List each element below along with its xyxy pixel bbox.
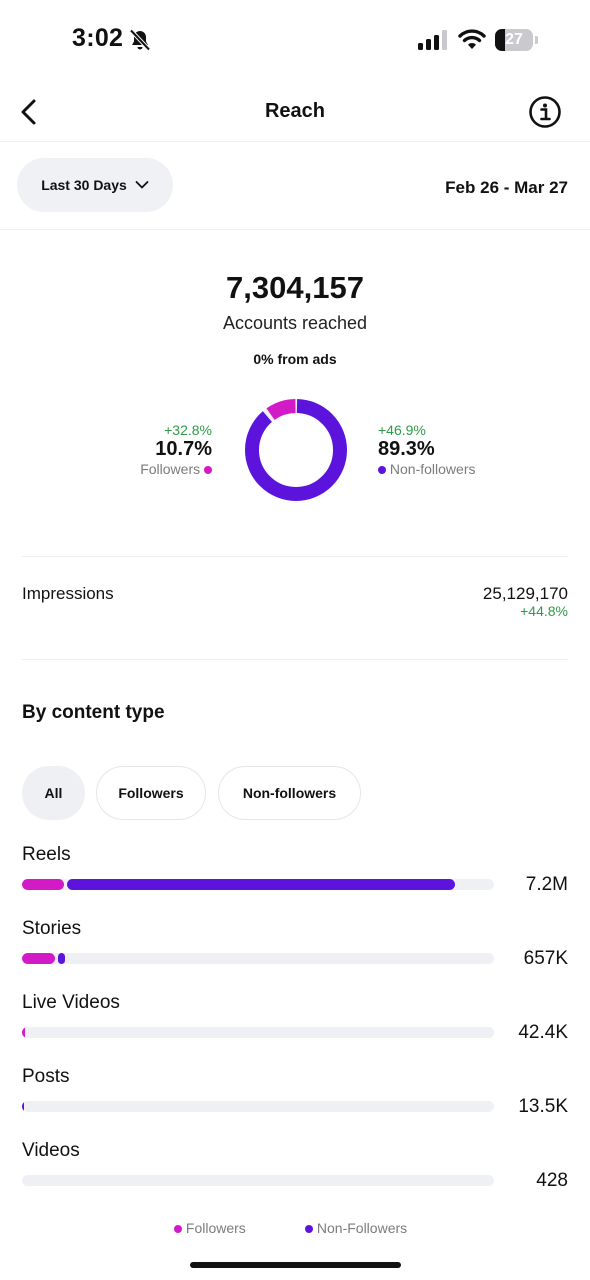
row-label-posts: Posts xyxy=(22,1066,70,1087)
wifi-icon xyxy=(458,29,486,49)
row-label-reels: Reels xyxy=(22,844,71,865)
battery-level: 27 xyxy=(505,31,523,48)
bar-posts xyxy=(22,1101,494,1112)
bar-videos xyxy=(22,1175,494,1186)
row-label-videos: Videos xyxy=(22,1140,80,1161)
tab-followers[interactable]: Followers xyxy=(96,766,206,820)
reach-donut-chart xyxy=(245,399,347,501)
donut-segment-non-followers xyxy=(245,399,347,501)
non-followers-label: Non-followers xyxy=(389,461,476,477)
bar-segment-non-followers xyxy=(22,1101,24,1112)
accounts-reached-value: 7,304,157 xyxy=(226,270,364,305)
row-value-reels: 7.2M xyxy=(525,874,568,895)
status-time: 3:02 xyxy=(72,24,124,52)
battery-icon: 27 xyxy=(495,29,539,51)
range-divider xyxy=(0,229,590,230)
row-label-stories: Stories xyxy=(22,918,82,939)
tab-non-followers[interactable]: Non-followers xyxy=(218,766,361,820)
followers-label: Followers xyxy=(140,461,201,477)
non-followers-percentage: 89.3% xyxy=(378,438,435,460)
bar-reels xyxy=(22,879,494,890)
signal-icon xyxy=(418,30,447,50)
legend-label-followers: Followers xyxy=(185,1220,246,1236)
impressions-divider xyxy=(22,659,568,660)
row-label-live-videos: Live Videos xyxy=(22,992,120,1013)
non-followers-change: +46.9% xyxy=(378,422,426,438)
non-followers-dot xyxy=(378,466,386,475)
bar-segment-followers xyxy=(22,953,56,964)
row-value-videos: 428 xyxy=(536,1170,568,1191)
bar-stories xyxy=(22,953,494,964)
back-arrow-icon[interactable] xyxy=(14,96,46,128)
followers-dot xyxy=(204,466,212,475)
legend-dot-followers xyxy=(174,1225,182,1234)
legend-dot-non-followers xyxy=(305,1225,313,1234)
row-value-posts: 13.5K xyxy=(518,1096,568,1117)
followers-change: +32.8% xyxy=(164,422,212,438)
reach-divider xyxy=(22,556,568,557)
page-title: Reach xyxy=(264,100,326,122)
bar-segment-followers xyxy=(22,1027,25,1038)
date-range-text: Feb 26 - Mar 27 xyxy=(445,178,568,197)
impressions-value: 25,129,170 xyxy=(482,584,568,603)
bar-segment-non-followers xyxy=(58,953,66,964)
bar-segment-followers xyxy=(22,879,65,890)
accounts-reached-label: Accounts reached xyxy=(222,313,368,333)
chevron-down-icon xyxy=(135,181,149,189)
info-icon[interactable] xyxy=(528,95,562,129)
bar-live-videos xyxy=(22,1027,494,1038)
header-divider xyxy=(0,141,590,142)
followers-percentage: 10.7% xyxy=(155,438,212,460)
content-type-title: By content type xyxy=(22,702,165,723)
bell-muted-icon xyxy=(129,29,151,51)
non-followers-stat: +46.9% 89.3% Non-followers xyxy=(378,422,475,477)
row-value-live-videos: 42.4K xyxy=(518,1022,568,1043)
legend-label-non-followers: Non-Followers xyxy=(316,1220,408,1236)
ads-percentage: 0% from ads xyxy=(253,351,337,367)
impressions-change: +44.8% xyxy=(520,603,568,619)
row-value-stories: 657K xyxy=(523,948,568,969)
legend-non-followers: Non-Followers xyxy=(305,1220,407,1236)
bar-segment-non-followers xyxy=(67,879,455,890)
followers-stat: +32.8% 10.7% Followers xyxy=(140,422,212,477)
date-range-label: Last 30 Days xyxy=(41,177,127,193)
legend-followers: Followers xyxy=(174,1220,246,1236)
date-range-dropdown[interactable]: Last 30 Days xyxy=(17,158,173,212)
home-indicator[interactable] xyxy=(190,1262,401,1268)
impressions-label: Impressions xyxy=(22,584,114,603)
tab-all[interactable]: All xyxy=(22,766,85,820)
